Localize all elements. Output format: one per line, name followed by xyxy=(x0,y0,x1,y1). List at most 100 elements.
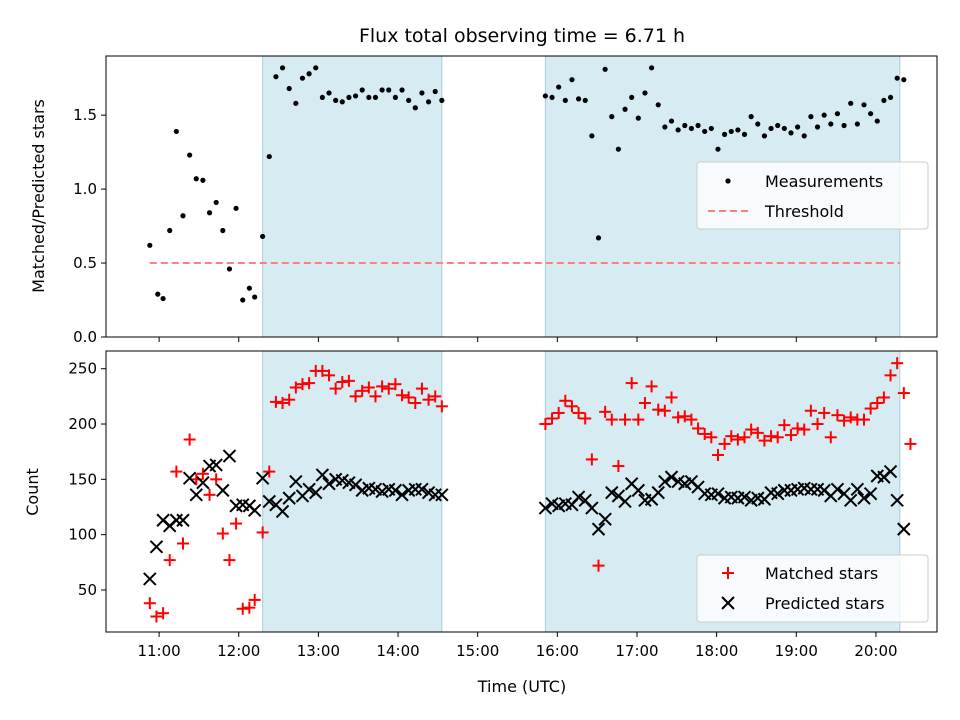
bottom-y-ticks: 50 100 150 200 250 xyxy=(68,360,106,599)
bottom-panel: 50 100 150 200 250 11:00 12:00 13:00 14:00 15:00… xyxy=(23,350,938,696)
point-measurements xyxy=(372,94,379,101)
point-matched-stars xyxy=(382,382,395,395)
point-measurements xyxy=(655,102,661,108)
point-matched-stars xyxy=(857,413,870,426)
point-predicted-stars xyxy=(182,471,197,485)
top-legend-box xyxy=(696,161,929,230)
point-measurements xyxy=(399,87,405,93)
point-matched-stars xyxy=(705,431,718,444)
bottom-x-tick-label: 12:00 xyxy=(217,642,260,660)
point-predicted-stars xyxy=(176,513,190,527)
point-matched-stars xyxy=(738,431,751,444)
point-matched-stars xyxy=(877,391,890,404)
point-matched-stars xyxy=(791,422,804,435)
point-measurements xyxy=(887,94,894,101)
point-matched-stars xyxy=(804,404,817,417)
point-predicted-stars xyxy=(196,475,210,490)
point-measurements xyxy=(834,111,841,117)
point-measurements xyxy=(788,130,794,136)
point-measurements xyxy=(359,87,365,93)
point-matched-stars xyxy=(784,429,797,442)
point-matched-stars xyxy=(765,430,778,443)
figure-title: Flux total observing time = 6.71 h xyxy=(359,25,685,47)
point-matched-stars xyxy=(725,430,738,443)
point-measurements xyxy=(682,122,688,129)
point-measurements xyxy=(346,94,352,101)
point-matched-stars xyxy=(276,396,289,409)
point-matched-stars xyxy=(864,402,877,415)
point-matched-stars xyxy=(183,433,196,446)
point-predicted-stars xyxy=(618,494,632,509)
bottom-x-tick-label: 13:00 xyxy=(297,642,340,660)
point-measurements xyxy=(549,94,555,101)
point-measurements xyxy=(569,77,575,83)
point-measurements xyxy=(293,100,299,106)
point-predicted-stars xyxy=(585,501,599,515)
point-measurements xyxy=(379,87,385,93)
point-measurements xyxy=(595,235,602,241)
point-matched-stars xyxy=(329,382,342,395)
point-predicted-stars xyxy=(857,491,871,505)
point-measurements xyxy=(319,94,325,101)
point-measurements xyxy=(668,118,675,124)
point-measurements xyxy=(273,74,279,80)
point-matched-stars xyxy=(678,410,691,423)
point-matched-stars xyxy=(565,400,578,413)
point-measurements xyxy=(801,133,807,139)
point-measurements xyxy=(675,127,681,133)
bottom-plot-marks xyxy=(143,357,917,623)
point-predicted-stars xyxy=(844,493,858,508)
point-measurements xyxy=(841,122,847,129)
point-predicted-stars xyxy=(737,490,752,504)
point-measurements xyxy=(252,294,258,300)
point-matched-stars xyxy=(422,393,435,406)
point-measurements xyxy=(339,99,345,105)
point-matched-stars xyxy=(157,607,170,620)
point-measurements xyxy=(702,128,708,135)
point-matched-stars xyxy=(831,409,844,422)
point-matched-stars xyxy=(871,396,884,409)
point-matched-stars xyxy=(415,382,428,395)
point-matched-stars xyxy=(196,467,209,480)
point-matched-stars xyxy=(269,395,282,408)
point-measurements xyxy=(352,93,359,99)
bottom-y-tick-label: 50 xyxy=(78,581,97,599)
point-measurements xyxy=(828,121,834,127)
point-matched-stars xyxy=(771,431,784,444)
point-matched-stars xyxy=(572,406,585,419)
point-predicted-stars xyxy=(275,504,290,519)
point-matched-stars xyxy=(336,375,349,388)
top-y-tick-label: 0.5 xyxy=(73,254,97,272)
point-predicted-stars xyxy=(711,487,725,501)
point-predicted-stars xyxy=(897,522,911,536)
point-matched-stars xyxy=(248,593,261,606)
top-shaded-span-1 xyxy=(262,55,443,338)
legend-marker-measurements xyxy=(725,178,731,184)
point-matched-stars xyxy=(612,460,625,473)
point-measurements xyxy=(901,77,907,83)
point-matched-stars xyxy=(632,413,645,426)
point-predicted-stars xyxy=(216,483,230,498)
point-predicted-stars xyxy=(883,464,898,479)
point-measurements xyxy=(642,90,648,96)
point-matched-stars xyxy=(230,517,243,530)
point-predicted-stars xyxy=(222,449,237,463)
point-predicted-stars xyxy=(209,458,223,472)
point-measurements xyxy=(768,125,774,132)
point-measurements xyxy=(635,115,641,121)
point-matched-stars xyxy=(645,380,658,393)
bottom-x-tick-label: 11:00 xyxy=(137,642,180,660)
point-measurements xyxy=(894,75,900,81)
point-measurements xyxy=(439,97,445,103)
point-measurements xyxy=(326,90,332,96)
point-predicted-stars xyxy=(189,488,203,502)
point-measurements xyxy=(412,105,418,111)
point-measurements xyxy=(226,266,233,272)
point-predicted-stars xyxy=(631,483,646,498)
point-measurements xyxy=(708,125,714,132)
point-predicted-stars xyxy=(605,485,619,500)
point-predicted-stars xyxy=(863,487,878,501)
point-matched-stars xyxy=(342,374,355,387)
point-matched-stars xyxy=(811,418,824,431)
